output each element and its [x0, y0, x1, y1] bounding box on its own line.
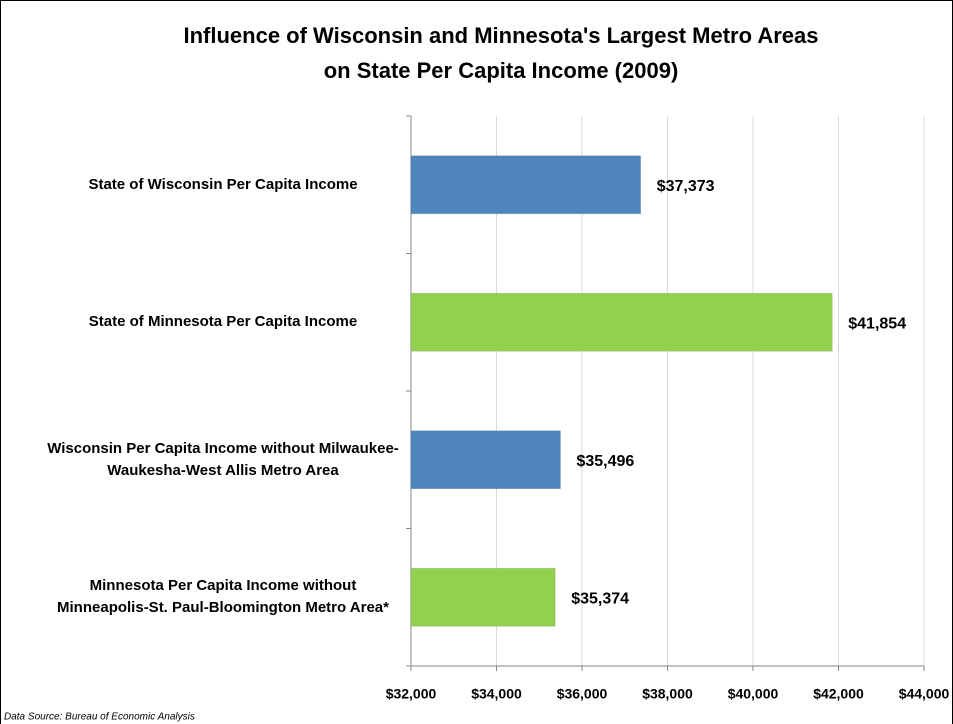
- data-label: $37,373: [657, 178, 715, 195]
- data-label: $35,374: [571, 590, 629, 607]
- bar: [410, 155, 642, 215]
- y-tick-label: State of Wisconsin Per Capita Income: [88, 175, 358, 193]
- x-tick-label: $32,000: [386, 686, 437, 702]
- data-label: $41,854: [848, 315, 906, 332]
- x-tick-label: $36,000: [557, 686, 608, 702]
- x-tick-label: $40,000: [728, 686, 779, 702]
- x-tick-label: $38,000: [642, 686, 693, 702]
- x-tick-label: $44,000: [899, 686, 950, 702]
- data-label: $35,496: [576, 453, 634, 470]
- source-note: Data Source: Bureau of Economic Analysis: [4, 712, 195, 723]
- x-tick-label: $42,000: [813, 686, 864, 702]
- bar: [410, 430, 561, 490]
- chart-title: Influence of Wisconsin and Minnesota's L…: [183, 23, 818, 48]
- bar: [410, 567, 556, 627]
- bar: [410, 292, 833, 352]
- chart-title: on State Per Capita Income (2009): [324, 58, 679, 83]
- y-tick-label: Wisconsin Per Capita Income without Milw…: [47, 439, 399, 479]
- x-tick-label: $34,000: [471, 686, 522, 702]
- y-tick-label: Minnesota Per Capita Income without Minn…: [57, 577, 389, 617]
- y-tick-label: State of Minnesota Per Capita Income: [88, 313, 358, 331]
